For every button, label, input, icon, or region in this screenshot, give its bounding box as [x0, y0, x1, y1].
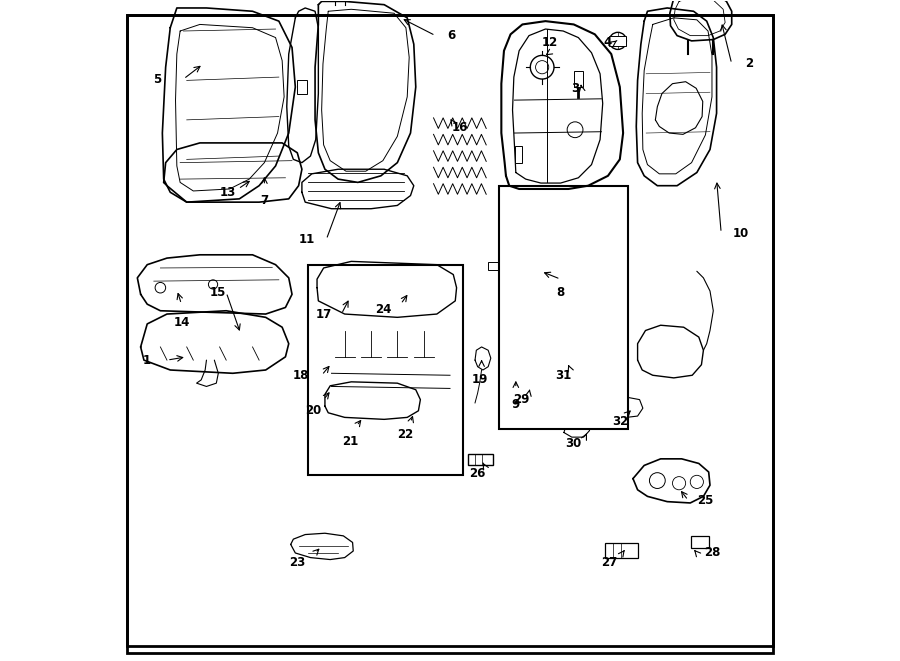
- Text: 22: 22: [397, 428, 413, 441]
- Text: 9: 9: [512, 398, 520, 410]
- Text: 15: 15: [210, 286, 227, 299]
- Text: 23: 23: [289, 556, 305, 568]
- Bar: [297, 81, 307, 94]
- Text: 8: 8: [556, 286, 564, 299]
- Text: 18: 18: [292, 369, 309, 382]
- Bar: [547, 364, 571, 380]
- Text: 11: 11: [299, 233, 315, 246]
- Text: 32: 32: [612, 415, 628, 428]
- Text: 29: 29: [513, 393, 529, 406]
- Bar: [605, 543, 637, 558]
- Bar: [573, 71, 583, 87]
- Text: 28: 28: [704, 547, 720, 559]
- Bar: [468, 453, 493, 465]
- Text: 10: 10: [733, 227, 749, 239]
- Text: 20: 20: [305, 405, 321, 417]
- Text: 14: 14: [174, 316, 190, 329]
- Text: 26: 26: [470, 467, 486, 481]
- Text: 16: 16: [452, 121, 468, 134]
- Text: 21: 21: [342, 434, 358, 447]
- Text: 7: 7: [260, 194, 268, 207]
- Bar: [518, 383, 532, 402]
- Text: 4: 4: [604, 36, 612, 49]
- Bar: [691, 536, 709, 548]
- Text: 27: 27: [601, 556, 617, 568]
- Text: 1: 1: [143, 354, 151, 367]
- Text: 13: 13: [220, 186, 236, 199]
- Bar: [500, 186, 627, 429]
- Text: 17: 17: [316, 307, 332, 321]
- Text: 3: 3: [571, 82, 579, 95]
- Bar: [309, 264, 464, 475]
- Text: 31: 31: [555, 369, 572, 382]
- Text: 2: 2: [745, 58, 753, 71]
- Text: 6: 6: [447, 29, 455, 42]
- Text: 5: 5: [153, 73, 161, 85]
- Text: 30: 30: [565, 437, 582, 450]
- Bar: [488, 262, 500, 270]
- Text: 12: 12: [542, 36, 558, 49]
- Text: 19: 19: [472, 373, 488, 387]
- Text: 24: 24: [374, 303, 391, 316]
- Bar: [515, 146, 522, 163]
- Text: 25: 25: [698, 494, 714, 507]
- Bar: [609, 36, 626, 46]
